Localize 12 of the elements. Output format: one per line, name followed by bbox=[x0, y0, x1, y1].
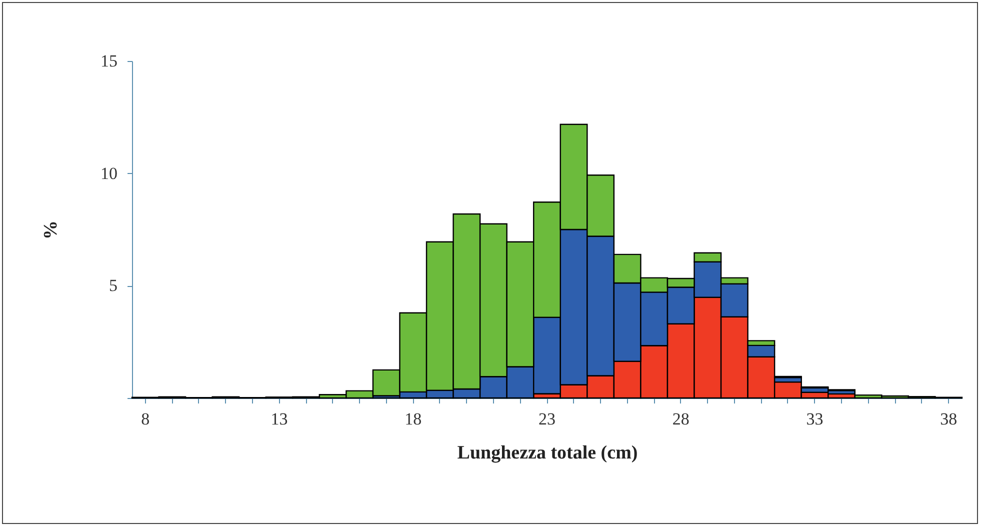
x-tick-label: 23 bbox=[538, 410, 556, 428]
x-tick-label: 13 bbox=[270, 410, 288, 428]
x-tick-label: 18 bbox=[404, 410, 422, 428]
x-axis-title: Lunghezza totale (cm) bbox=[457, 442, 638, 464]
x-tick-label: 33 bbox=[806, 410, 824, 428]
x-tick-label: 28 bbox=[672, 410, 690, 428]
x-tick-label: 38 bbox=[940, 410, 958, 428]
y-tick-label: 15 bbox=[100, 52, 118, 70]
y-axis-title: % bbox=[40, 220, 62, 240]
y-tick-label: 10 bbox=[100, 164, 118, 183]
x-tick-label: 8 bbox=[141, 410, 150, 428]
y-tick-label: 5 bbox=[109, 276, 118, 296]
